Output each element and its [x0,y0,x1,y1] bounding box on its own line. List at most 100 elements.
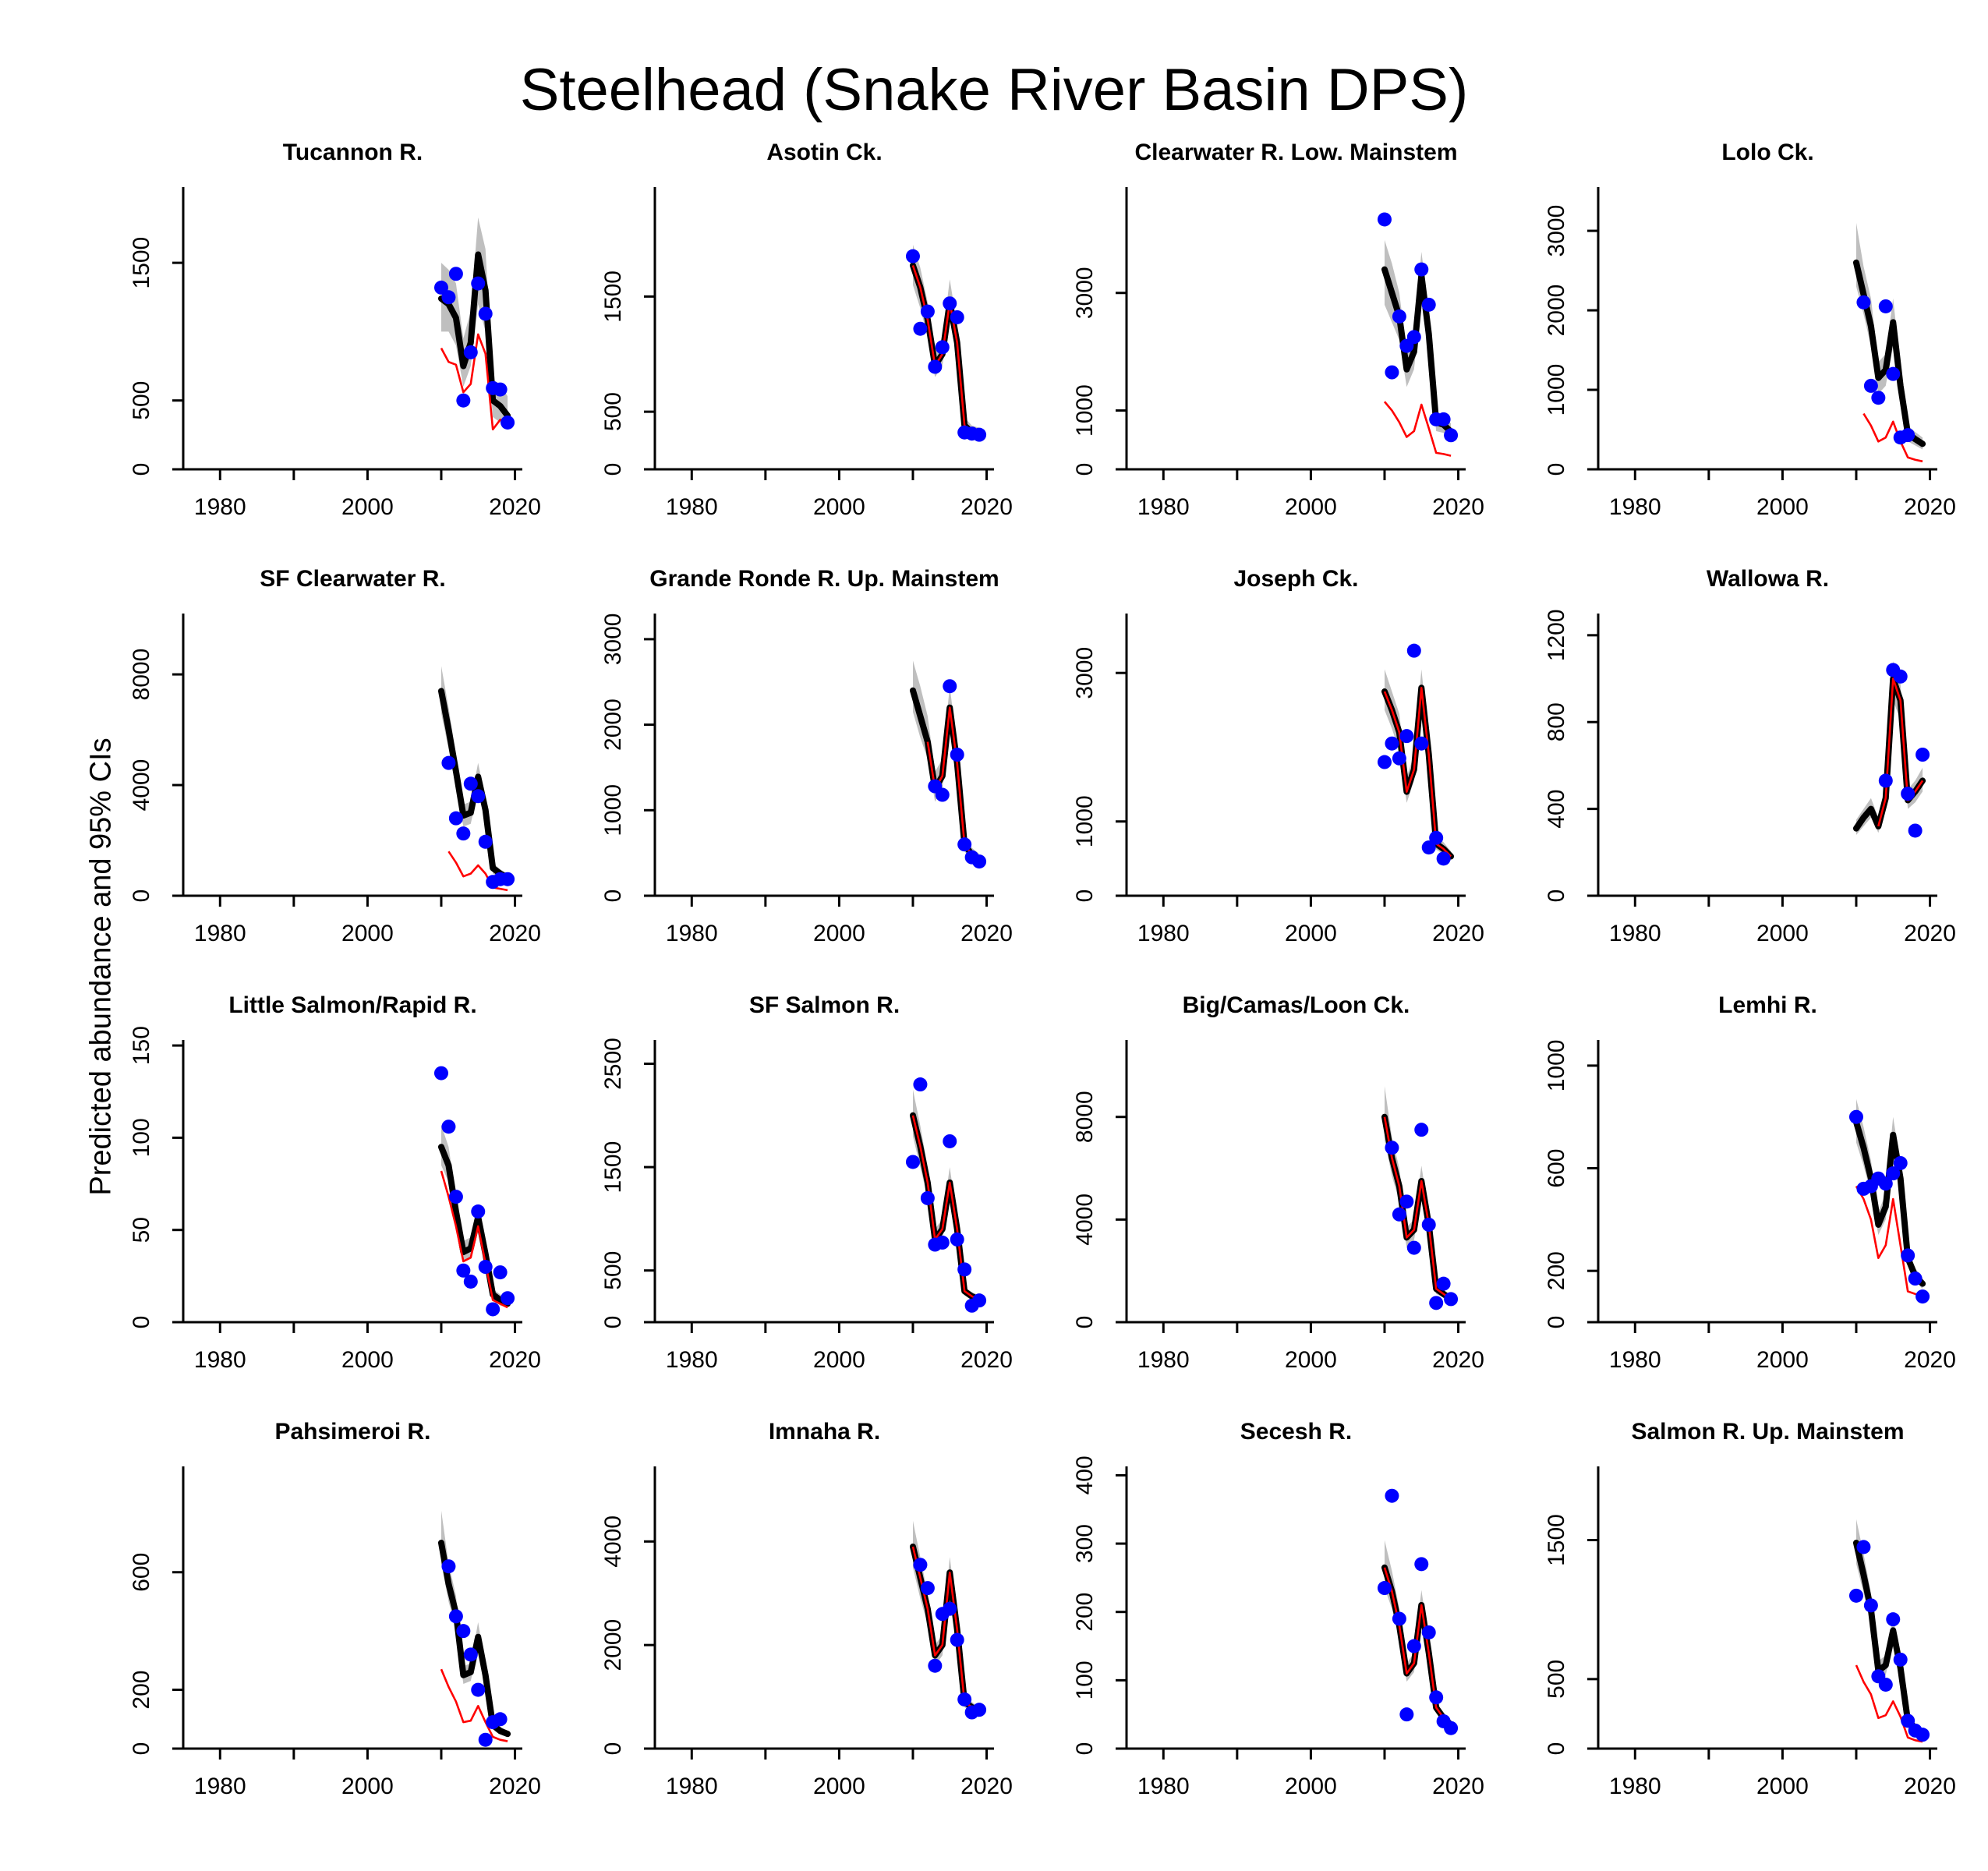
panel-14-observed-point [920,1581,935,1596]
panel-4-x-tick-label: 1980 [1609,494,1661,520]
panel-12-y-tick-label: 0 [1544,1316,1569,1329]
panel-15-y-tick-label: 300 [1072,1524,1098,1563]
panel-1-x-tick-label: 1980 [194,494,246,520]
panel-1-y-tick-label: 1500 [129,237,154,289]
panel-9-observed-point [441,1119,456,1134]
panel-5-y-tick-label: 4000 [129,759,154,812]
panel-6-y-tick-label: 1000 [600,784,626,836]
panel-5-x-tick-label: 2000 [341,921,394,946]
panel-15-y-tick-label: 100 [1072,1661,1098,1699]
panel-5-observed-point [471,789,486,804]
panel-4-y-tick-label: 2000 [1544,285,1569,337]
panel-5-observed-point [456,826,471,841]
panel-6-x-tick-label: 2020 [960,921,1013,946]
panel-7-y-tick-label: 1000 [1072,795,1098,847]
panel-12-secondary-line [1855,1185,1923,1298]
panel-13-y-tick-label: 0 [129,1742,154,1756]
panel-4-observed-point [1886,366,1901,381]
panel-12-observed-point [1848,1109,1863,1124]
panel-5-observed-point [448,811,463,826]
panel-13-y-tick-label: 600 [129,1553,154,1592]
panel-13-title: Pahsimeroi R. [274,1419,430,1445]
panel-16-observed-point [1848,1588,1863,1603]
panel-2-y-tick-label: 0 [600,463,626,476]
panel-12-observed-point [1908,1272,1923,1286]
panel-3-observed-point [1436,412,1451,426]
panel-13-observed-point [456,1624,471,1639]
panel-2-observed-point [920,304,935,319]
panel-14-observed-point [913,1558,928,1572]
panel-10-title: SF Salmon R. [749,992,900,1018]
panel-16-y-tick-label: 500 [1544,1660,1569,1699]
panel-11-y-tick-label: 0 [1072,1316,1098,1329]
panel-7-observed-point [1392,751,1406,766]
panel-3-x-tick-label: 2020 [1432,494,1484,520]
panel-7-predicted-line [1381,684,1455,860]
panel-11-observed-point [1429,1296,1444,1310]
panel-15-y-tick-label: 400 [1072,1455,1098,1494]
panel-8-observed-point [1901,787,1915,801]
panel-1-observed-point [456,393,471,408]
panel-8-observed-point [1915,748,1930,762]
panel-12-title: Lemhi R. [1718,992,1817,1018]
panel-9-y-tick-label: 100 [129,1118,154,1157]
panel-3-observed-point [1392,309,1406,324]
panel-9-y-tick-label: 50 [129,1217,154,1243]
panel-14-observed-point [957,1692,972,1707]
panel-9-predicted-line [437,1144,511,1307]
panel-3-observed-point [1406,330,1421,345]
panel-12-observed-point [1915,1289,1930,1304]
panel-4-secondary-line [1862,412,1923,463]
panel-10-y-tick-label: 1500 [600,1141,626,1194]
panel-8-x-tick-label: 2020 [1904,921,1956,946]
panel-2-observed-point [935,340,950,355]
panel-16-observed-point [1915,1728,1930,1742]
panel-10-x-tick-label: 1980 [666,1347,718,1373]
panel-2-title: Asotin Ck. [766,140,882,165]
panel-11-x-tick-label: 1980 [1137,1347,1190,1373]
panel-9-observed-point [433,1066,448,1081]
panel-11-observed-point [1414,1123,1429,1137]
panel-9-x-tick-label: 1980 [194,1347,246,1373]
panel-10-observed-point [905,1155,920,1169]
panel-3-y-tick-label: 0 [1072,463,1098,476]
panel-12-observed-point [1886,1166,1901,1181]
panel-6-title: Grande Ronde R. Up. Mainstem [649,566,999,592]
panel-12-y-tick-label: 1000 [1544,1040,1569,1092]
panel-4-observed-point [1871,391,1886,405]
panel-15-observed-point [1385,1488,1399,1503]
panel-16-y-tick-label: 1500 [1544,1514,1569,1566]
panel-15-observed-point [1429,1690,1444,1705]
panel-5-observed-point [441,755,456,770]
panel-6-observed-point [935,787,950,802]
panel-1-observed-point [471,276,486,291]
panel-4-y-tick-label: 1000 [1544,364,1569,416]
panel-16-y-tick-label: 0 [1544,1742,1569,1756]
panel-14-observed-point [950,1632,964,1647]
panel-16-observed-point [1856,1540,1871,1554]
panel-16-secondary-line [1855,1664,1923,1743]
panel-2-observed-point [972,427,987,442]
panel-10-x-tick-label: 2000 [813,1347,865,1373]
panel-2-observed-point [913,321,928,336]
panel-10-x-tick-label: 2020 [960,1347,1013,1373]
panel-15-x-tick-label: 2000 [1285,1774,1337,1799]
panel-1-observed-point [448,267,463,281]
panel-4-y-tick-label: 0 [1544,463,1569,476]
panel-14-y-tick-label: 2000 [600,1619,626,1671]
panel-12-observed-point [1893,1155,1908,1170]
panel-3-x-tick-label: 2000 [1285,494,1337,520]
panel-16-title: Salmon R. Up. Mainstem [1631,1419,1904,1445]
panel-3-observed-point [1377,212,1392,227]
panel-5-secondary-line [447,851,508,892]
panel-2-x-tick-label: 1980 [666,494,718,520]
panel-9-observed-point [493,1265,508,1280]
panel-13-x-tick-label: 2000 [341,1774,394,1799]
panel-7-observed-point [1385,736,1399,751]
panel-4-title: Lolo Ck. [1721,140,1813,165]
panel-1-observed-point [463,345,478,359]
panel-8-secondary-line [1877,677,1924,827]
panel-14-y-tick-label: 4000 [600,1516,626,1568]
panel-8-x-tick-label: 2000 [1756,921,1809,946]
